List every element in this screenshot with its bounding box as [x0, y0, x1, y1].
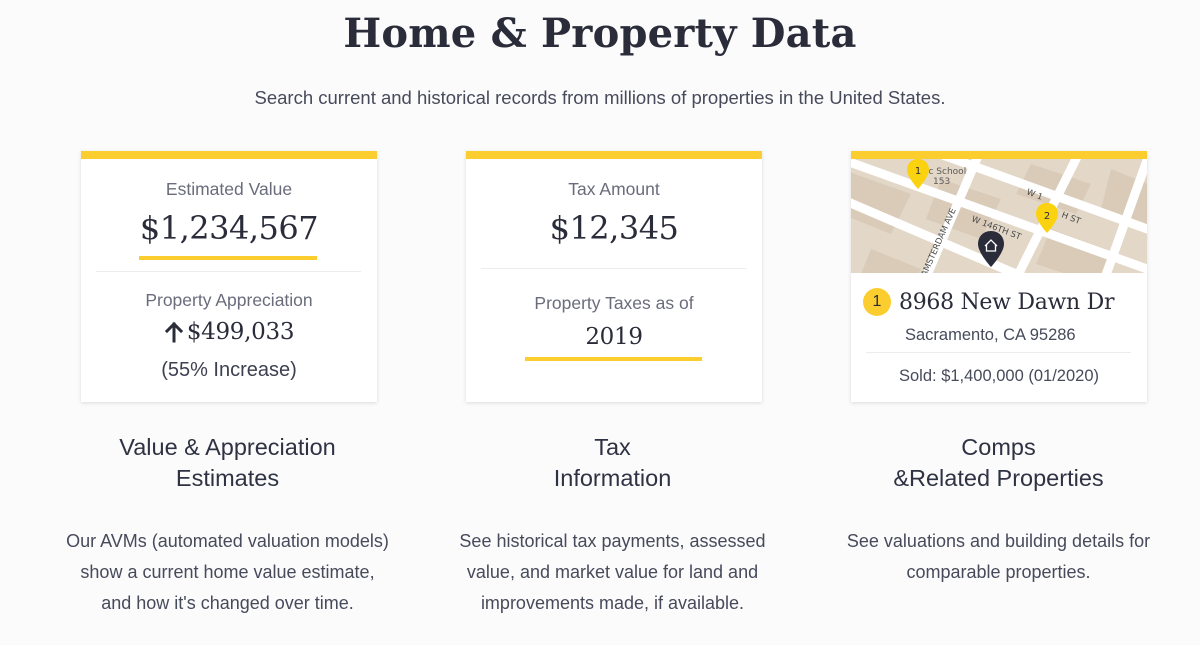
estimated-value-amount: $1,234,567 — [139, 209, 319, 247]
feature-description: Our AVMs (automated valuation models) sh… — [35, 526, 420, 619]
svg-text:2: 2 — [1044, 211, 1050, 222]
svg-text:153: 153 — [933, 177, 950, 187]
feature-title-line: Tax — [594, 434, 631, 460]
tax-year: 2019 — [585, 324, 643, 350]
feature-title: Value & Appreciation Estimates — [35, 432, 420, 494]
estimated-value-card: Estimated Value $1,234,567 Property Appr… — [81, 151, 377, 402]
comp-city: Sacramento, CA 95286 — [905, 326, 1076, 344]
page-subtitle: Search current and historical records fr… — [254, 87, 946, 108]
feature-comps-related: Comps &Related Properties See valuations… — [806, 432, 1191, 588]
estimated-value-label: Estimated Value — [165, 179, 293, 199]
feature-desc-line: comparable properties. — [906, 562, 1091, 582]
comp-number-badge: 1 — [863, 288, 891, 316]
feature-description: See valuations and building details for … — [806, 526, 1191, 588]
feature-desc-line: value, and market value for land and — [466, 562, 759, 582]
feature-title-line: Estimates — [175, 465, 280, 491]
feature-desc-line: See valuations and building details for — [846, 531, 1151, 551]
feature-desc-line: Our AVMs (automated valuation models) — [66, 531, 389, 551]
feature-title-line: Value & Appreciation — [119, 434, 336, 460]
feature-title-line: Information — [553, 465, 672, 491]
feature-desc-line: See historical tax payments, assessed — [459, 531, 766, 551]
svg-text:1: 1 — [915, 166, 921, 177]
feature-value-appreciation: Value & Appreciation Estimates Our AVMs … — [35, 432, 420, 619]
feature-title-line: Comps — [961, 434, 1036, 460]
comps-map[interactable]: ic School 153 AMSTERDAM AVE W 146TH ST W… — [851, 159, 1147, 273]
tax-amount-value: $12,345 — [549, 209, 679, 247]
card-divider — [481, 268, 746, 269]
arrow-up-icon — [164, 321, 184, 343]
comp-sold-info: Sold: $1,400,000 (01/2020) — [899, 367, 1099, 385]
tax-amount-label: Tax Amount — [568, 179, 660, 199]
comps-card: ic School 153 AMSTERDAM AVE W 146TH ST W… — [851, 151, 1147, 402]
map-pin-1: 1 — [907, 159, 929, 189]
tax-amount-card: Tax Amount $12,345 Property Taxes as of … — [466, 151, 762, 402]
feature-title: Tax Information — [420, 432, 805, 494]
appreciation-label: Property Appreciation — [145, 290, 313, 310]
feature-title: Comps &Related Properties — [806, 432, 1191, 494]
card-divider — [96, 271, 361, 272]
accent-underline — [139, 256, 317, 260]
feature-title-line: &Related Properties — [893, 465, 1104, 491]
feature-desc-line: and how it's changed over time. — [101, 593, 354, 613]
feature-desc-line: show a current home value estimate, — [80, 562, 375, 582]
feature-description: See historical tax payments, assessed va… — [420, 526, 805, 619]
page-title: Home & Property Data — [343, 10, 857, 57]
card-divider — [866, 352, 1131, 353]
comp-address[interactable]: 8968 New Dawn Dr — [899, 289, 1115, 315]
appreciation-amount: $499,033 — [186, 319, 295, 345]
feature-tax-information: Tax Information See historical tax payme… — [420, 432, 805, 619]
accent-underline — [525, 357, 702, 361]
comp-address-row: 1 8968 New Dawn Dr — [863, 288, 1147, 316]
svg-text:ic School: ic School — [926, 167, 966, 177]
appreciation-value: $499,033 — [81, 319, 377, 345]
appreciation-percent: (55% Increase) — [161, 359, 297, 381]
tax-as-of-label: Property Taxes as of — [534, 293, 694, 313]
feature-desc-line: improvements made, if available. — [480, 593, 745, 613]
